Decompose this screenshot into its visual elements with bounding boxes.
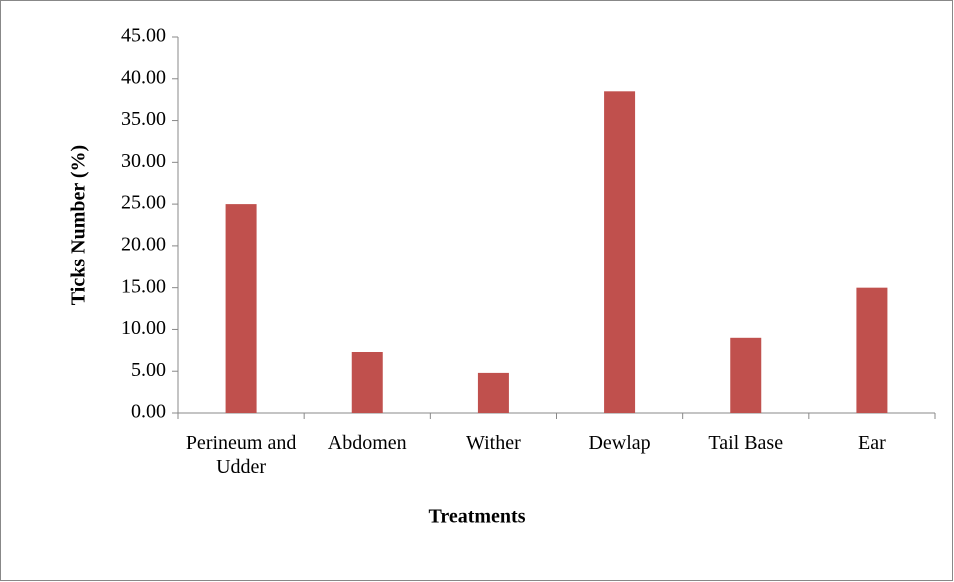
- bar: [604, 91, 636, 414]
- y-tick-label: 40.00: [121, 66, 166, 88]
- y-tick-label: 35.00: [121, 108, 166, 130]
- y-tick-label: 25.00: [121, 192, 166, 214]
- bar: [856, 287, 888, 413]
- y-tick-label: 15.00: [121, 275, 166, 297]
- y-axis-title: Ticks Number (%): [68, 145, 90, 305]
- bar: [730, 337, 762, 413]
- x-tick-label: Tail Base: [708, 432, 784, 454]
- x-axis-title: Treatments: [428, 506, 525, 528]
- bar: [225, 204, 257, 413]
- y-tick-label: 20.00: [121, 233, 166, 255]
- x-tick-label: Perineum and Udder: [185, 432, 297, 478]
- y-tick-label: 0.00: [131, 401, 166, 423]
- x-tick-label: Wither: [466, 432, 521, 454]
- y-tick-label: 45.00: [121, 25, 166, 47]
- x-tick-label: Dewlap: [588, 432, 651, 454]
- y-tick-label: 5.00: [131, 359, 166, 381]
- x-tick-label: Abdomen: [327, 432, 407, 454]
- bar: [351, 352, 383, 413]
- x-tick-label: Ear: [858, 432, 886, 454]
- y-tick-label: 10.00: [121, 317, 166, 339]
- bar: [477, 372, 509, 413]
- y-tick-label: 30.00: [121, 150, 166, 172]
